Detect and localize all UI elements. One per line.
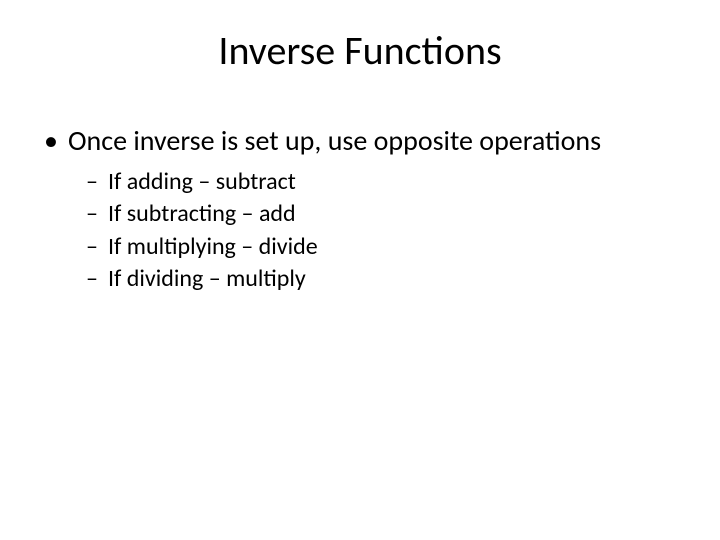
slide: Inverse Functions Once inverse is set up… [0, 0, 720, 540]
bullet-level2: If adding – subtract [86, 166, 690, 198]
bullet-level2-text: If adding – subtract [108, 167, 296, 196]
bullet-level1-text: Once inverse is set up, use opposite ope… [68, 123, 601, 158]
bullet-level2-text: If dividing – multiply [108, 264, 306, 293]
slide-title: Inverse Functions [30, 26, 690, 75]
bullet-level2: If multiplying – divide [86, 231, 690, 263]
bullet-level2-text: If multiplying – divide [108, 232, 318, 261]
bullet-level2: If subtracting – add [86, 198, 690, 230]
bullet-level1: Once inverse is set up, use opposite ope… [44, 123, 690, 158]
bullet-level2: If dividing – multiply [86, 263, 690, 295]
bullet-level2-text: If subtracting – add [108, 199, 296, 228]
